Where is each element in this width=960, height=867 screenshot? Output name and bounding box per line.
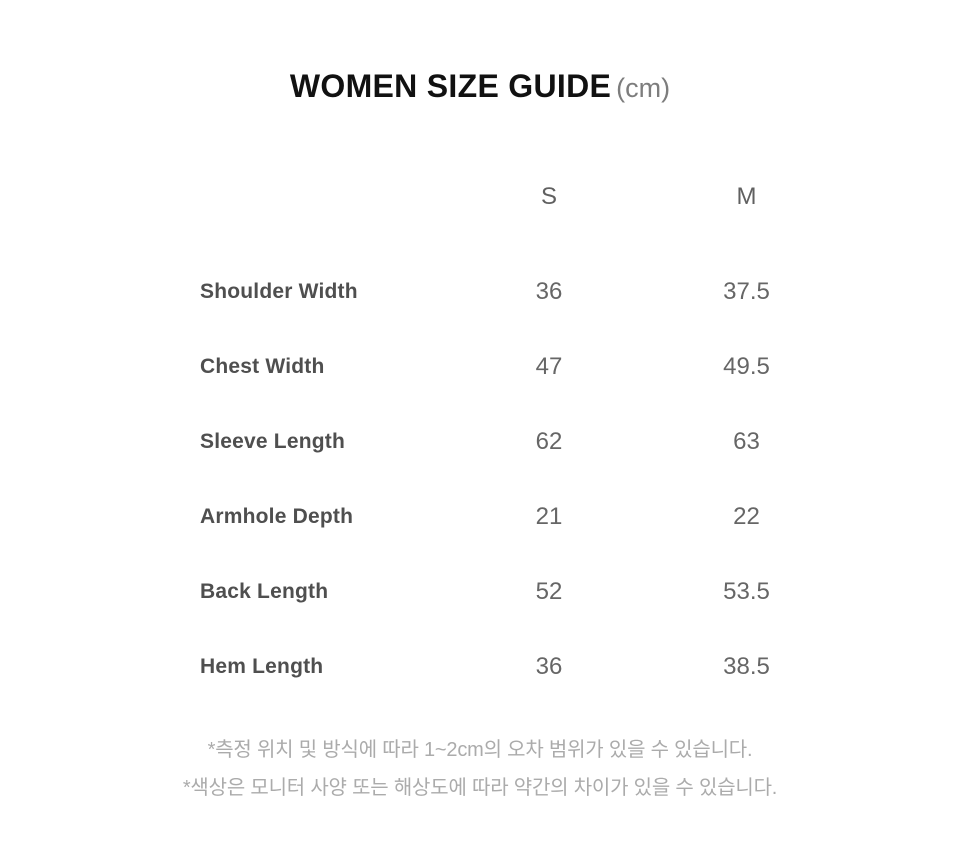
page-title: WOMEN SIZE GUIDE (cm): [0, 0, 960, 116]
row-label: Armhole Depth: [200, 504, 354, 528]
table-row: Hem Length 36 38.5: [200, 629, 845, 704]
cell-value-s: 36: [535, 652, 563, 680]
table-row: Chest Width 47 49.5: [200, 329, 845, 404]
cell-value-s: 62: [535, 427, 563, 455]
cell-value-s: 52: [535, 577, 563, 605]
cell-value-m: 49.5: [723, 352, 770, 380]
column-header-m: M: [736, 182, 757, 210]
table-row: Armhole Depth 21 22: [200, 479, 845, 554]
column-header-s: S: [540, 182, 557, 210]
title-unit-label: (cm): [616, 73, 671, 103]
cell-value-m: 37.5: [723, 277, 770, 305]
row-label: Hem Length: [200, 654, 324, 678]
table-row: Back Length 52 53.5: [200, 554, 845, 629]
footnote: *측정 위치 및 방식에 따라 1~2cm의 오차 범위가 있을 수 있습니다.: [207, 739, 753, 761]
row-label: Shoulder Width: [200, 279, 358, 303]
row-label: Back Length: [200, 579, 329, 603]
cell-value-s: 36: [535, 277, 563, 305]
table-row: Sleeve Length 62 63: [200, 404, 845, 479]
cell-value-s: 47: [535, 352, 563, 380]
table-row: Shoulder Width 36 37.5: [200, 254, 845, 329]
footnote: *색상은 모니터 사양 또는 해상도에 따라 약간의 차이가 있을 수 있습니다…: [182, 777, 778, 799]
footnotes: *측정 위치 및 방식에 따라 1~2cm의 오차 범위가 있을 수 있습니다.…: [0, 731, 960, 807]
table-header-row: S M: [200, 159, 845, 234]
cell-value-m: 22: [733, 502, 760, 530]
cell-value-s: 21: [535, 502, 563, 530]
row-label: Chest Width: [200, 354, 325, 378]
table-body: Shoulder Width 36 37.5 Chest Width 47 49…: [200, 254, 845, 704]
cell-value-m: 38.5: [723, 652, 770, 680]
cell-value-m: 53.5: [723, 577, 770, 605]
page-title-text: WOMEN SIZE GUIDE: [289, 68, 612, 104]
row-label: Sleeve Length: [200, 429, 345, 453]
size-table: S M Shoulder Width 36 37.5 Chest Width 4…: [200, 159, 845, 704]
cell-value-m: 63: [733, 427, 760, 455]
